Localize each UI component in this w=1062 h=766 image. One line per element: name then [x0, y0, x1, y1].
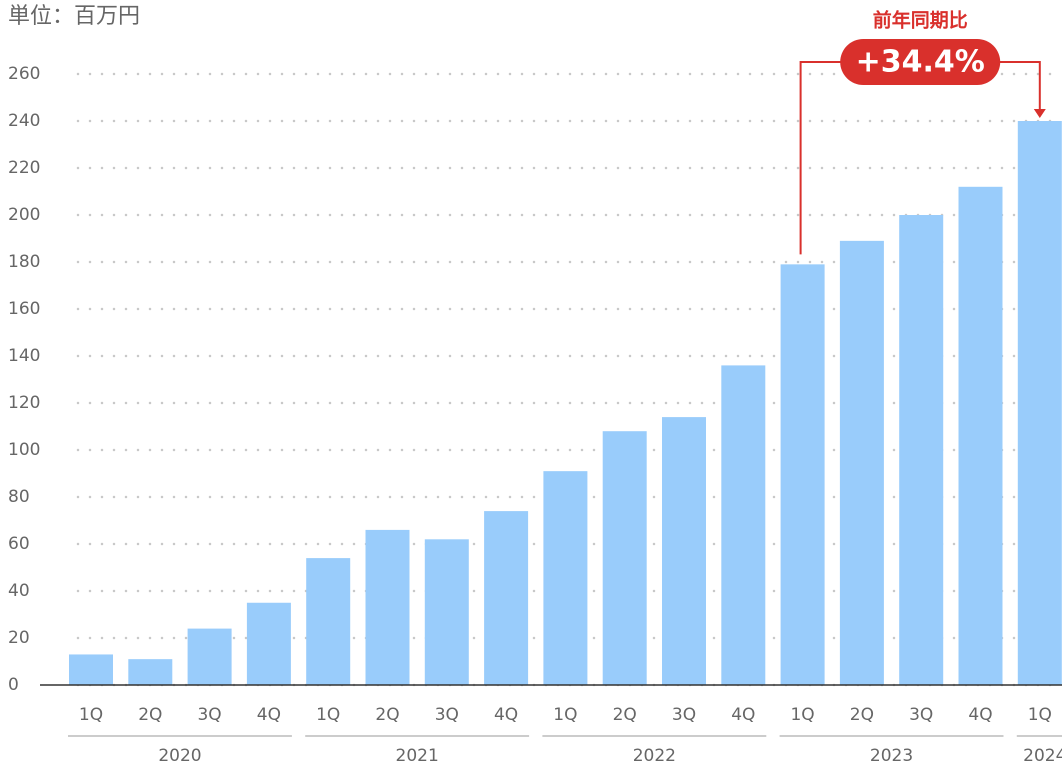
x-tick-label: 2Q [138, 705, 162, 725]
annotation-label: 前年同期比 [873, 9, 968, 32]
y-tick-label: 220 [8, 158, 40, 178]
x-tick-label: 1Q [1028, 705, 1052, 725]
bar [365, 529, 410, 685]
bar [899, 215, 944, 685]
annotation-value: +34.4% [856, 45, 985, 80]
bar [662, 417, 706, 685]
x-tick-label: 4Q [731, 705, 755, 725]
annotation-arrow [1033, 109, 1046, 118]
y-tick-label: 240 [8, 111, 40, 131]
x-tick-label: 3Q [197, 705, 221, 725]
bar [128, 659, 173, 685]
x-tick-label: 1Q [79, 705, 103, 725]
x-tick-label: 3Q [909, 705, 933, 725]
x-tick-label: 3Q [435, 705, 459, 725]
y-tick-label: 100 [8, 440, 40, 460]
bar [721, 365, 766, 685]
x-tick-label: 2Q [613, 705, 637, 725]
y-tick-label: 0 [8, 675, 19, 695]
unit-label: 単位：百万円 [8, 4, 140, 29]
year-label: 2021 [396, 746, 439, 766]
bar [543, 471, 588, 685]
y-tick-label: 120 [8, 393, 40, 413]
x-tick-label: 4Q [968, 705, 992, 725]
y-tick-label: 260 [8, 64, 40, 84]
y-tick-label: 80 [8, 487, 30, 507]
bar [839, 240, 884, 685]
x-tick-label: 3Q [672, 705, 696, 725]
bar [484, 511, 529, 685]
y-tick-label: 180 [8, 252, 40, 272]
year-label: 2023 [870, 746, 913, 766]
x-tick-label: 1Q [553, 705, 577, 725]
y-tick-label: 200 [8, 205, 40, 225]
bar [1017, 121, 1062, 685]
annotation-pill [840, 39, 1001, 85]
x-tick-label: 1Q [790, 705, 814, 725]
y-tick-label: 160 [8, 299, 40, 319]
year-label: 2020 [158, 746, 201, 766]
y-tick-label: 60 [8, 534, 30, 554]
x-tick-label: 2Q [850, 705, 874, 725]
x-tick-label: 1Q [316, 705, 340, 725]
y-tick-label: 40 [8, 581, 30, 601]
year-label: 2022 [633, 746, 676, 766]
bar [69, 654, 113, 685]
bar [958, 186, 1003, 686]
y-tick-label: 20 [8, 628, 30, 648]
x-tick-label: 4Q [257, 705, 281, 725]
x-tick-label: 2Q [375, 705, 399, 725]
bar [306, 558, 351, 685]
bar [602, 431, 647, 685]
y-tick-label: 140 [8, 346, 40, 366]
bar [246, 602, 291, 685]
x-tick-label: 4Q [494, 705, 518, 725]
bar [424, 539, 469, 685]
bar [187, 628, 232, 685]
bar [780, 264, 825, 685]
year-label: 2024 [1023, 746, 1062, 766]
